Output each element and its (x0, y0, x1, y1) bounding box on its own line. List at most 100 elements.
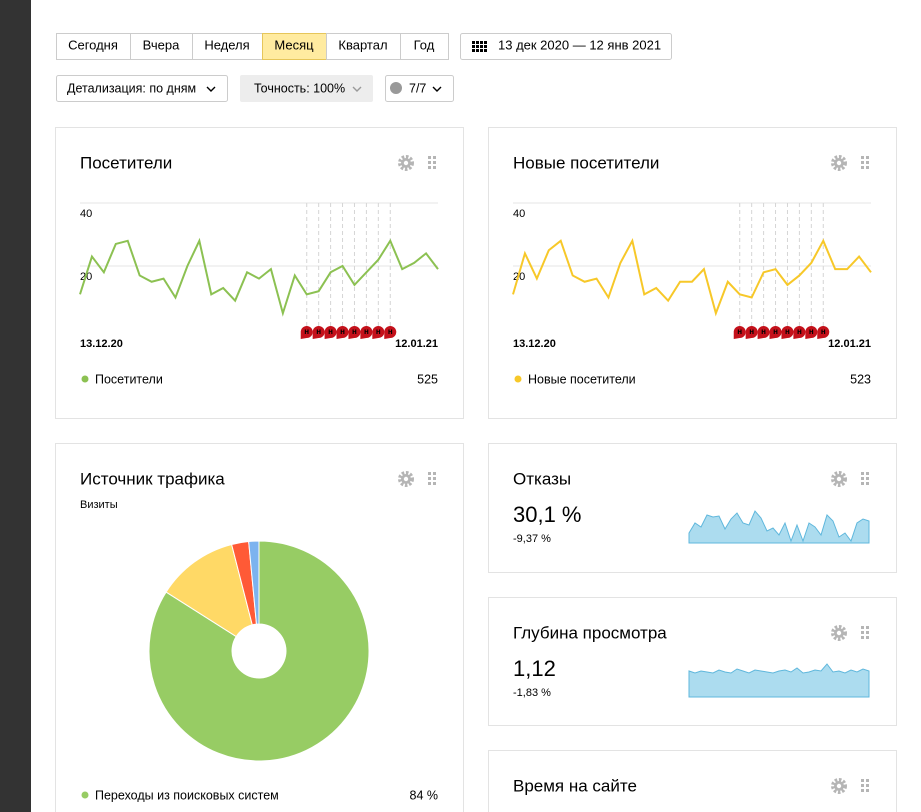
settings-icon[interactable] (403, 476, 409, 482)
drag-handle[interactable] (866, 477, 869, 480)
widget (55, 127, 464, 419)
holiday-label: н (797, 327, 802, 336)
accuracy-button[interactable] (240, 75, 373, 102)
chevron (352, 86, 362, 92)
period-button[interactable] (192, 33, 263, 60)
holiday-marker (769, 326, 782, 339)
widget (488, 127, 897, 419)
pie-slice (148, 540, 370, 762)
drag-handle[interactable] (861, 166, 864, 169)
settings-icon[interactable] (831, 778, 847, 794)
drag-handle[interactable] (433, 156, 436, 159)
drag-handle[interactable] (861, 472, 864, 475)
widget-title: Посетители (80, 153, 172, 172)
drag-handle[interactable] (861, 626, 864, 629)
drag-handle[interactable] (861, 631, 864, 634)
date-button[interactable] (460, 33, 672, 60)
holiday-label: н (352, 327, 357, 336)
drag-handle[interactable] (866, 166, 869, 169)
settings-icon[interactable] (836, 783, 842, 789)
annotations-button[interactable] (385, 75, 454, 102)
drag-handle[interactable] (861, 477, 864, 480)
drag-handle[interactable] (428, 156, 431, 159)
accuracy-label: Точность: 100% (254, 81, 345, 95)
drag-handle[interactable] (866, 482, 869, 485)
calendar-icon (480, 45, 483, 48)
drag-handle[interactable] (866, 156, 869, 159)
period-button[interactable] (400, 33, 449, 60)
drag-handle[interactable] (866, 636, 869, 639)
period-button[interactable] (326, 33, 401, 60)
settings-icon[interactable] (831, 155, 847, 171)
drag-handle[interactable] (861, 779, 864, 782)
x-end-label: 12.01.21 (828, 338, 871, 350)
drag-handle[interactable] (866, 789, 869, 792)
drag-handle[interactable] (866, 784, 869, 787)
calendar-icon (476, 41, 479, 44)
holiday-marker (733, 326, 746, 339)
detail-button[interactable] (56, 75, 228, 102)
settings-icon[interactable] (831, 625, 847, 641)
sparkline-area (688, 663, 870, 698)
drag-handle[interactable] (861, 482, 864, 485)
drag-handle[interactable] (428, 482, 431, 485)
y-tick-label: 40 (513, 208, 525, 220)
settings-icon[interactable] (398, 155, 414, 171)
holiday-label: н (737, 327, 742, 336)
widget (488, 597, 897, 726)
period-button[interactable] (130, 33, 193, 60)
drag-handle[interactable] (433, 477, 436, 480)
holiday-marker (348, 326, 361, 339)
widget (488, 750, 897, 812)
settings-icon[interactable] (398, 471, 414, 487)
calendar-icon (476, 45, 479, 48)
calendar-icon (472, 45, 475, 48)
holiday-marker (805, 326, 818, 339)
drag-handle[interactable] (428, 472, 431, 475)
holiday-label: н (785, 327, 790, 336)
calendar-icon (484, 49, 487, 52)
drag-handle[interactable] (861, 156, 864, 159)
drag-handle[interactable] (428, 477, 431, 480)
widget-title: Отказы (513, 469, 571, 488)
drag-handle[interactable] (428, 161, 431, 164)
drag-handle[interactable] (428, 166, 431, 169)
holiday-marker (757, 326, 770, 339)
drag-handle[interactable] (433, 166, 436, 169)
drag-handle[interactable] (861, 789, 864, 792)
total-value: 525 (417, 372, 438, 386)
drag-handle[interactable] (861, 784, 864, 787)
drag-handle[interactable] (433, 161, 436, 164)
drag-handle[interactable] (866, 631, 869, 634)
metric-value: 1,12 (513, 656, 556, 681)
metric-value: 30,1 % (513, 502, 582, 527)
drag-handle[interactable] (861, 636, 864, 639)
sidebar (0, 0, 31, 812)
settings-icon[interactable] (831, 471, 847, 487)
period-label: Год (414, 37, 435, 52)
drag-handle[interactable] (866, 626, 869, 629)
settings-icon[interactable] (403, 160, 409, 166)
drag-handle[interactable] (433, 482, 436, 485)
period-label: Месяц (274, 37, 314, 52)
holiday-marker (745, 326, 758, 339)
calendar-icon (472, 41, 475, 44)
drag-handle[interactable] (433, 472, 436, 475)
widget-title: Новые посетители (513, 153, 659, 172)
holiday-label: н (376, 327, 381, 336)
metric-change: -1,83 % (513, 687, 551, 699)
drag-handle[interactable] (861, 161, 864, 164)
y-tick-label: 40 (80, 208, 92, 220)
legend-dot (514, 375, 522, 383)
drag-handle[interactable] (866, 779, 869, 782)
period-label: Неделя (204, 37, 249, 52)
drag-handle[interactable] (866, 161, 869, 164)
period-button[interactable] (56, 33, 131, 60)
settings-icon[interactable] (836, 160, 842, 166)
sparkline-area (688, 510, 870, 544)
settings-icon[interactable] (836, 630, 842, 636)
pie-slice (165, 543, 253, 638)
settings-icon[interactable] (836, 476, 842, 482)
holiday-marker (372, 326, 385, 339)
drag-handle[interactable] (866, 472, 869, 475)
